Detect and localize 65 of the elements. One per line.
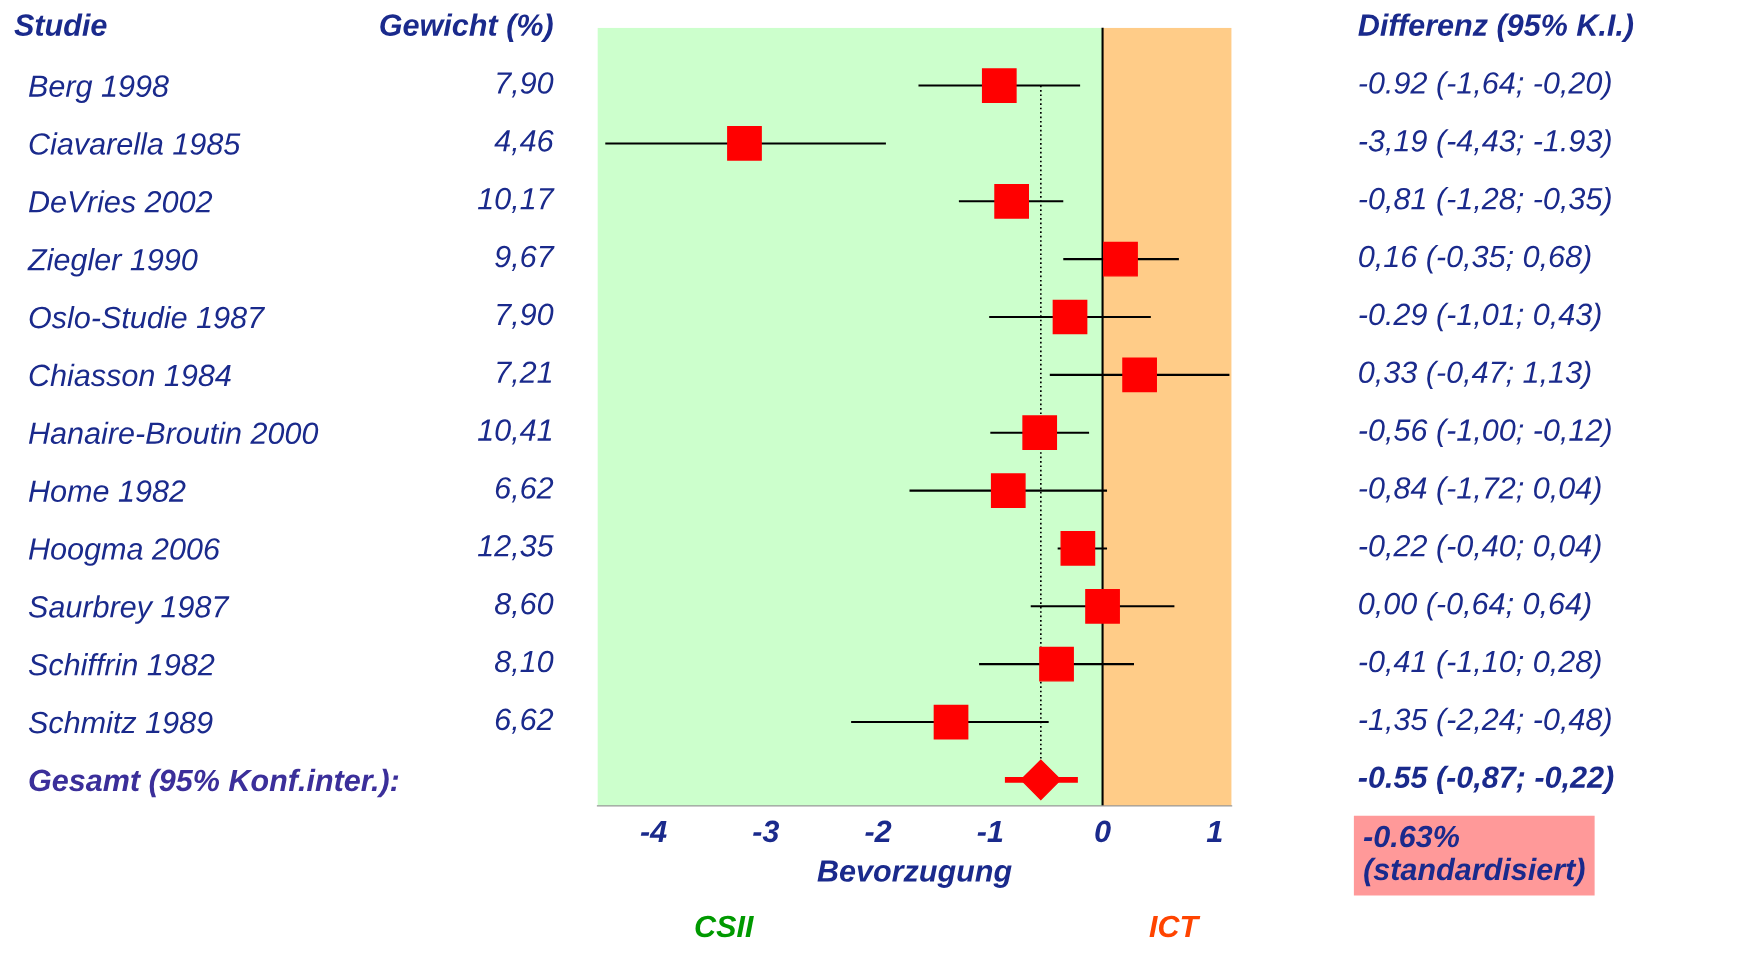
point [727, 126, 762, 161]
text: 10,17 [477, 187, 555, 214]
y-tick-label: Schmitz 1989 [28, 710, 213, 734]
text: 8,60 [494, 592, 554, 619]
y-tick-label: Berg 1998 [28, 75, 169, 103]
y-tick-label: Ziegler 1990 [27, 248, 198, 277]
text: ICT [1149, 915, 1201, 938]
data-label: 0,00 (-0,64; 0,64) [1359, 592, 1591, 621]
point [1060, 531, 1096, 566]
text: 6,62 [495, 477, 554, 503]
point [981, 68, 1017, 103]
point [1020, 759, 1062, 801]
data-label: -3,19 (-4,43; -1.93) [1359, 129, 1611, 158]
x-tick-label: 1 [1206, 820, 1222, 842]
y-tick-label: Schiffrin 1982 [28, 653, 215, 676]
data-label: -0,56 (-1,00; -0,12) [1359, 418, 1611, 447]
data-label: -1,35 (-2,24; -0,48) [1359, 707, 1611, 737]
data-label: -0,22 (-0,40; 0,04) [1359, 534, 1601, 563]
y-tick-label: Home 1982 [28, 480, 186, 502]
x-tick-label: 0 [1095, 820, 1111, 843]
text: Differenz (95% K.I.) [1358, 13, 1634, 42]
point [1122, 357, 1157, 393]
x-axis-title: Bevorzugung [817, 860, 1012, 888]
y-tick-label: DeVries 2002 [28, 190, 213, 213]
data-label: -0,41 (-1,10; 0,28) [1359, 649, 1601, 679]
text: -0.55 (-0,87; -0,22) [1358, 765, 1614, 795]
point [1085, 588, 1120, 624]
x-tick-label: -4 [640, 820, 667, 842]
point [1052, 299, 1088, 335]
point [994, 183, 1030, 219]
text: : [390, 775, 399, 791]
data-label: -0.29 (-1,01; 0,43) [1359, 302, 1601, 332]
text: 4,46 [494, 130, 554, 156]
y-tick-label: Hoogma 2006 [28, 538, 220, 566]
x-tick-label: -1 [977, 820, 1003, 842]
text: -0.63% (standardisiert) [1363, 825, 1585, 887]
y-tick-label: Hanaire-Broutin 2000 [28, 421, 319, 445]
text: Studie [14, 13, 107, 36]
text: 12,35 [477, 535, 554, 561]
point [990, 473, 1026, 508]
text: CSII [695, 915, 754, 938]
y-tick-label: Gesamt (95% Konf.inter.) [29, 768, 389, 798]
data-label: -0,84 (-1,72; 0,04) [1359, 476, 1601, 505]
point [1103, 241, 1138, 277]
data-label: 0,16 (-0,35; 0,68) [1359, 244, 1591, 274]
text: 7,90 [497, 303, 554, 329]
point [1022, 415, 1058, 451]
x-tick-label: -3 [753, 820, 780, 843]
y-tick-label: Chiasson 1984 [29, 363, 231, 387]
data-label: -0.92 (-1,64; -0,20) [1359, 71, 1611, 100]
y-tick-label: Saurbrey 1987 [28, 595, 230, 624]
text: 8,10 [494, 650, 554, 676]
text: 6,62 [495, 708, 554, 734]
y-tick-label: Oslo-Studie 1987 [29, 305, 266, 329]
text: Gewicht (%) [380, 13, 553, 42]
point [933, 704, 969, 740]
text: 7,90 [497, 72, 554, 98]
data-label: 0,33 (-0,47; 1,13) [1359, 360, 1591, 390]
point [1039, 646, 1074, 682]
data-label: -0,81 (-1,28; -0,35) [1359, 187, 1611, 216]
y-tick-label: Ciavarella 1985 [29, 132, 241, 155]
text: 9,67 [495, 245, 555, 271]
text: 7,21 [497, 361, 552, 387]
x-tick-label: -2 [865, 820, 892, 842]
text: 10,41 [477, 419, 552, 445]
